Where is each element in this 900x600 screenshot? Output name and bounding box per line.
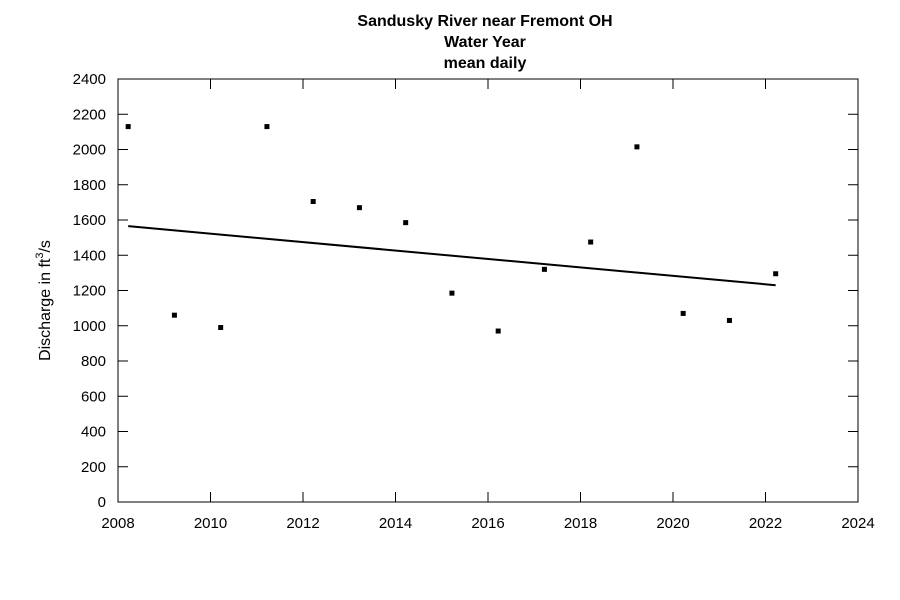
data-point (449, 290, 455, 296)
data-point (495, 328, 501, 334)
data-point (634, 144, 640, 150)
y-tick-label: 1200 (73, 283, 106, 300)
x-tick-label: 2022 (749, 515, 782, 532)
y-axis-label-suffix: /s (37, 240, 54, 252)
y-tick-label: 1600 (73, 212, 106, 229)
data-point (218, 325, 224, 331)
y-tick-label: 0 (98, 494, 106, 511)
chart-title-line-1: Sandusky River near Fremont OH (357, 13, 612, 30)
y-tick-label: 1400 (73, 247, 106, 264)
y-tick-label: 1800 (73, 177, 106, 194)
y-axis-tick-labels: 0 200 400 600 800 1000 1200 1400 1600 1800 2000 220… (73, 71, 106, 511)
y-tick-label: 600 (81, 388, 106, 405)
data-point (588, 239, 594, 245)
y-axis-label-superscript: 3 (34, 253, 46, 259)
y-tick-label: 200 (81, 459, 106, 476)
y-tick-label: 2400 (73, 71, 106, 88)
x-tick-label: 2008 (101, 515, 134, 532)
chart-title-line-2: Water Year (444, 34, 526, 51)
data-point (125, 124, 131, 130)
x-tick-label: 2024 (841, 515, 874, 532)
data-point (264, 124, 270, 130)
data-point (356, 205, 362, 211)
chart-title: Sandusky River near Fremont OH Water Year… (357, 13, 612, 72)
trend-line (128, 225, 776, 287)
plot-area-frame (117, 78, 859, 503)
data-point (541, 266, 547, 272)
x-tick-label: 2016 (471, 515, 504, 532)
data-point (680, 310, 686, 316)
chart-title-line-3: mean daily (444, 55, 527, 72)
data-points (125, 124, 779, 334)
axis-ticks (117, 78, 859, 503)
y-axis-label-prefix: Discharge in ft (37, 258, 54, 361)
data-point (171, 312, 177, 318)
x-tick-label: 2018 (564, 515, 597, 532)
y-tick-label: 400 (81, 424, 106, 441)
x-tick-label: 2012 (286, 515, 319, 532)
x-tick-label: 2020 (656, 515, 689, 532)
data-point (310, 198, 316, 204)
x-axis-tick-labels: 2008 2010 2012 2014 2016 2018 2020 2022 2024 (101, 515, 874, 532)
y-tick-label: 2000 (73, 142, 106, 159)
x-tick-label: 2014 (379, 515, 412, 532)
x-tick-label: 2010 (194, 515, 227, 532)
data-point (773, 271, 779, 277)
y-tick-label: 2200 (73, 106, 106, 123)
data-point (403, 220, 409, 226)
trend-line-group (128, 225, 776, 287)
y-tick-label: 800 (81, 353, 106, 370)
y-axis-label: Discharge in ft3/s (34, 240, 54, 361)
y-tick-label: 1000 (73, 318, 106, 335)
data-point (726, 317, 732, 323)
